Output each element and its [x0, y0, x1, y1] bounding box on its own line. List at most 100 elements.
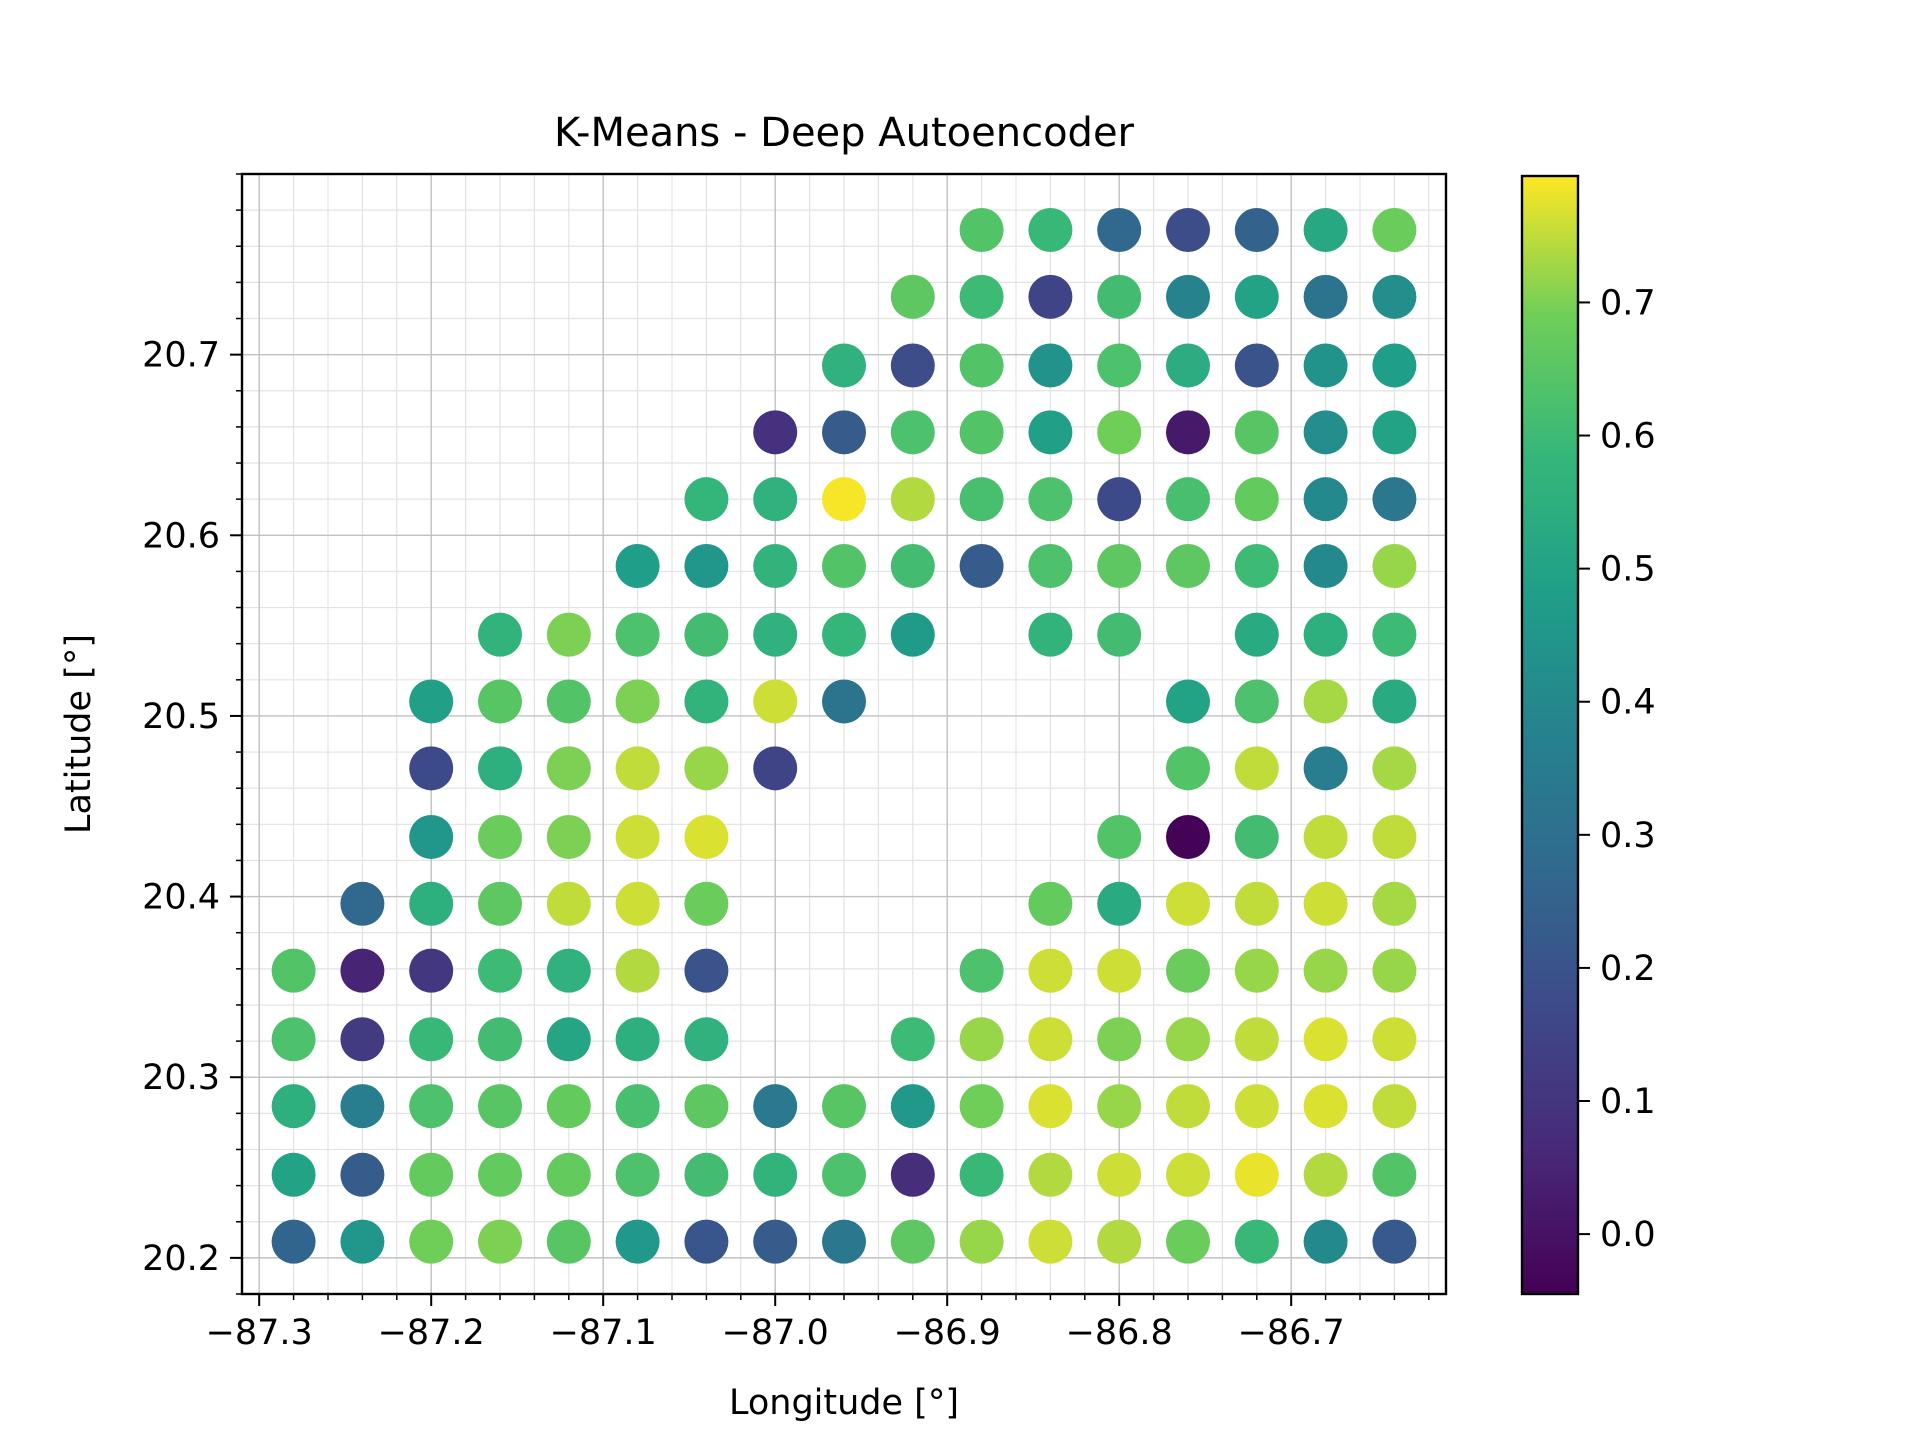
data-point [340, 1219, 385, 1264]
data-point [1028, 343, 1073, 388]
data-point [1372, 612, 1417, 657]
data-point [1028, 477, 1073, 522]
data-point [1028, 1084, 1073, 1129]
data-point [1303, 274, 1348, 319]
data-point [822, 1152, 866, 1197]
data-point [615, 1152, 660, 1197]
data-point [822, 1084, 866, 1129]
data-point [340, 948, 385, 993]
data-point [753, 1084, 798, 1129]
data-point [1303, 881, 1348, 926]
x-axis-label: Longitude [°] [729, 1383, 959, 1423]
colorbar-tick-label: 0.6 [1600, 417, 1656, 457]
data-point [1303, 1152, 1348, 1197]
colorbar-tick-label: 0.0 [1600, 1215, 1656, 1255]
data-point [959, 1219, 1004, 1264]
data-point [615, 746, 660, 791]
data-point [1372, 746, 1417, 791]
data-point [1234, 1017, 1279, 1062]
data-point [890, 477, 935, 522]
data-point [684, 477, 729, 522]
data-point [753, 612, 798, 657]
data-point [890, 343, 935, 388]
data-point [1234, 274, 1279, 319]
data-point [1303, 814, 1348, 859]
data-point [1234, 679, 1279, 724]
data-point [615, 814, 660, 859]
data-point [478, 746, 522, 791]
data-point [478, 1219, 522, 1264]
data-point [684, 1152, 729, 1197]
data-point [1372, 881, 1417, 926]
x-tick-label: −87.0 [722, 1313, 829, 1353]
data-point [890, 274, 935, 319]
data-point [478, 881, 522, 926]
data-point [1303, 679, 1348, 724]
data-point [822, 343, 866, 388]
data-point [615, 1017, 660, 1062]
chart-title: K-Means - Deep Autoencoder [554, 110, 1135, 156]
data-point [753, 679, 798, 724]
data-point [1028, 881, 1073, 926]
data-point [1234, 477, 1279, 522]
data-point [1303, 477, 1348, 522]
colorbar-tick-label: 0.2 [1600, 949, 1656, 989]
data-point [409, 679, 454, 724]
data-point [1097, 343, 1142, 388]
data-point [1028, 410, 1073, 455]
data-point [615, 679, 660, 724]
data-point [271, 1219, 316, 1264]
data-point [684, 1219, 729, 1264]
data-point [546, 814, 591, 859]
data-point [890, 544, 935, 588]
data-point [684, 1017, 729, 1062]
x-axis-ticks: −87.3 −87.2 −87.1 −87.0 −86.9 −86.8 −86.7 [206, 1294, 1430, 1353]
data-point [1372, 948, 1417, 993]
data-point [615, 544, 660, 588]
data-point [340, 1017, 385, 1062]
data-point [340, 881, 385, 926]
data-point [615, 1219, 660, 1264]
x-tick-label: −86.7 [1238, 1313, 1345, 1353]
data-point [1097, 1219, 1142, 1264]
data-point [409, 746, 454, 791]
data-point [1097, 274, 1142, 319]
data-point [1028, 948, 1073, 993]
data-point [1303, 410, 1348, 455]
data-point [959, 343, 1004, 388]
colorbar-tick-label: 0.4 [1600, 683, 1656, 723]
data-point [684, 679, 729, 724]
data-point [478, 1017, 522, 1062]
data-point [822, 477, 866, 522]
data-point [1166, 274, 1210, 319]
data-point [959, 410, 1004, 455]
data-point [1028, 274, 1073, 319]
data-point [1372, 1219, 1417, 1264]
data-point [1097, 1152, 1142, 1197]
data-point [1372, 1152, 1417, 1197]
data-point [1028, 612, 1073, 657]
data-point [753, 410, 798, 455]
data-point [546, 1084, 591, 1129]
data-point [1372, 343, 1417, 388]
data-point [1234, 544, 1279, 588]
data-point [1097, 208, 1142, 252]
data-point [1372, 1084, 1417, 1129]
data-point [1097, 814, 1142, 859]
x-tick-label: −86.9 [894, 1313, 1001, 1353]
data-point [959, 1084, 1004, 1129]
data-point [1166, 343, 1210, 388]
colorbar-tick-label: 0.7 [1600, 283, 1656, 323]
data-point [1166, 544, 1210, 588]
data-point [1166, 1152, 1210, 1197]
y-axis-label: Latitude [°] [59, 634, 99, 834]
data-point [1028, 544, 1073, 588]
data-point [1028, 1152, 1073, 1197]
data-point [409, 1219, 454, 1264]
x-tick-label: −87.1 [550, 1313, 657, 1353]
data-point [890, 410, 935, 455]
data-point [684, 948, 729, 993]
data-point [1028, 1017, 1073, 1062]
data-point [340, 1084, 385, 1129]
data-point [615, 881, 660, 926]
